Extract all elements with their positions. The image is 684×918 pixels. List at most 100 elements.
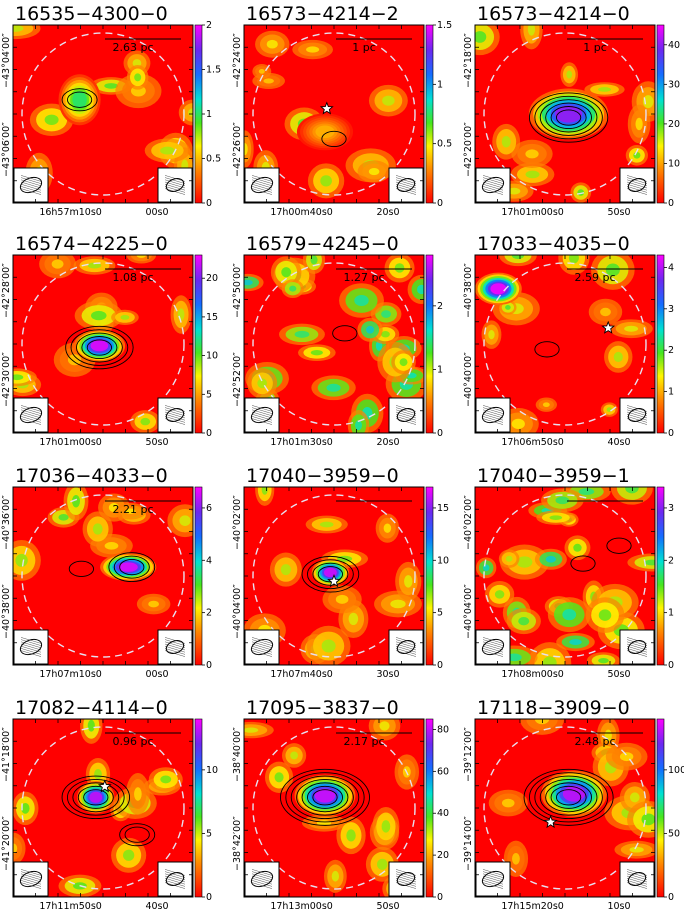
dec-tick-label: −42°52′00″	[232, 352, 243, 407]
panel-title: 16535−4300−0	[15, 3, 168, 25]
beam-hatch	[626, 405, 648, 412]
beam-hatch	[164, 880, 186, 887]
beam-hatch	[251, 639, 273, 646]
dec-tick-label: −41°20′00″	[1, 816, 12, 871]
map-image	[244, 487, 424, 665]
source-core	[118, 562, 138, 572]
beam-hatch	[395, 643, 417, 651]
scale-label: 1 pc	[583, 41, 607, 54]
noise-blob	[399, 358, 408, 367]
source-core	[89, 791, 103, 803]
colorbar	[425, 486, 434, 666]
beam-hatch	[251, 407, 273, 414]
noise-blob	[376, 858, 388, 870]
ra-tick-label: 50s0	[607, 669, 630, 680]
contour	[61, 88, 98, 112]
dec-tick-label: −42°26′00″	[232, 122, 243, 177]
noise-blob	[335, 594, 349, 604]
noise-blob	[525, 170, 540, 179]
beam-hatch	[626, 183, 648, 191]
beam-ellipse	[396, 872, 416, 886]
noise-blob	[598, 609, 612, 621]
colorbar-tick-label: 1	[206, 109, 212, 120]
noise-blob	[67, 354, 82, 366]
beam-hatch	[251, 416, 273, 423]
dec-tick-label: −40°40′00″	[463, 352, 474, 407]
beam-hatch	[251, 641, 273, 649]
source-core	[555, 105, 583, 123]
noise-blob	[494, 590, 505, 599]
beam-hatch	[626, 637, 648, 644]
noise-blob	[326, 383, 341, 392]
noise-blob	[331, 870, 340, 882]
ra-tick-label: 40s0	[607, 437, 630, 448]
noise-blob	[600, 307, 611, 317]
contour	[306, 559, 354, 590]
beam-hatch	[251, 175, 273, 182]
beam-hatch	[164, 411, 186, 419]
dec-tick-label: −42°50′00″	[232, 263, 243, 318]
noise-blob	[527, 25, 536, 36]
colorbar-tick-label: 2	[206, 20, 212, 31]
beam-hatch	[482, 645, 504, 653]
beam-hatch	[251, 871, 273, 878]
noise-blob	[545, 555, 557, 563]
contour	[534, 775, 603, 820]
noise-blob	[482, 564, 490, 572]
beam-hatch	[20, 407, 42, 414]
beam-circle	[252, 494, 416, 658]
noise-blob	[51, 259, 64, 269]
beam-ellipse	[250, 406, 274, 424]
noise-blob	[310, 349, 323, 356]
noise-blob	[244, 143, 248, 156]
beam-ellipse	[396, 178, 416, 192]
colorbar-tick-label: 60	[437, 766, 449, 777]
beam-box	[475, 167, 511, 203]
beam-hatch	[251, 645, 273, 653]
beam-hatch	[626, 880, 648, 887]
beam-hatch	[164, 179, 186, 187]
beam-hatch	[251, 409, 273, 417]
noise-blob	[516, 556, 533, 568]
colorbar-tick-label: 1.5	[437, 20, 452, 31]
panel-3: 16574−4225−0 1.08 pc 17h01m00s0 50s0 −42°28′…	[1, 233, 218, 448]
noise-blob	[280, 564, 292, 576]
noise-blob	[381, 820, 391, 833]
noise-blob	[380, 331, 390, 338]
colorbar-tick-label: 1	[437, 364, 443, 375]
beam-hatch	[251, 411, 273, 419]
scale-label: 2.17 pc	[343, 735, 384, 748]
beam-hatch	[164, 641, 186, 649]
noise-blob	[348, 612, 359, 626]
contour	[296, 779, 354, 816]
beam-hatch	[626, 639, 648, 646]
scale-label: 2.59 pc	[574, 271, 615, 284]
contour	[119, 823, 156, 847]
beam-hatch	[395, 186, 417, 193]
beam-ellipse	[481, 870, 505, 888]
ra-tick-label: 30s0	[376, 669, 399, 680]
noise-blob	[512, 852, 520, 865]
dec-tick-label: −42°28′00″	[1, 263, 12, 318]
noise-blob	[87, 719, 95, 732]
star-marker	[601, 320, 616, 334]
ra-tick-label: 16h57m10s0	[39, 207, 102, 218]
ra-tick-label: 17h01m30s0	[270, 437, 333, 448]
beam-hatch	[164, 186, 186, 193]
colorbar-tick-label: 4	[206, 555, 212, 566]
colorbar	[194, 24, 203, 204]
contour	[280, 768, 371, 826]
dec-tick-label: −40°04′00″	[463, 584, 474, 639]
beam-hatch	[482, 188, 504, 195]
beam-hatch	[482, 418, 504, 425]
colorbar-tick-label: 0	[668, 660, 674, 671]
beam-hatch	[20, 186, 42, 193]
beam-hatch	[626, 641, 648, 649]
colorbar-tick-label: 80	[437, 724, 449, 735]
beam-hatch	[395, 882, 417, 889]
noise-blob	[534, 719, 550, 725]
beam-hatch	[395, 409, 417, 417]
noise-blob	[504, 255, 532, 264]
beam-hatch	[482, 871, 504, 878]
